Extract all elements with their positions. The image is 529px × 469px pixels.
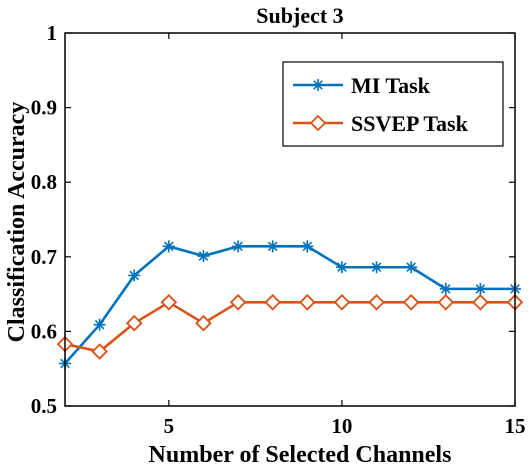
- x-tick-label: 15: [505, 414, 526, 438]
- data-point-ssvep-task: [229, 294, 247, 311]
- series-line-mi-task: [64, 245, 515, 365]
- data-point-ssvep-task: [195, 314, 212, 332]
- y-tick-label: 0.6: [31, 319, 57, 343]
- axis-ticks: 5 10 15 0.5 0.6 0.7 0.8 0.9 1: [31, 21, 526, 438]
- data-point-mi-task: [266, 240, 279, 253]
- data-point-mi-task: [232, 240, 245, 253]
- legend-box: [282, 61, 504, 147]
- y-tick-label: 0.5: [31, 394, 57, 418]
- y-axis-label: Classification Accuracy: [4, 102, 30, 343]
- data-point-mi-task: [197, 250, 210, 263]
- y-tick-label: 0.8: [31, 170, 57, 194]
- legend-marker-ssvep-task: [309, 114, 327, 132]
- data-point-mi-task: [370, 261, 383, 274]
- data-point-mi-task: [474, 282, 487, 295]
- data-point-ssvep-task: [472, 294, 489, 311]
- x-tick-label: 10: [331, 414, 352, 438]
- data-point-mi-task: [405, 261, 418, 274]
- x-axis-label: Number of Selected Channels: [149, 442, 452, 468]
- data-point-ssvep-task: [91, 343, 108, 360]
- legend-marker-mi-task: [312, 79, 324, 91]
- data-point-ssvep-task: [264, 294, 281, 311]
- y-tick-label: 0.7: [31, 245, 57, 269]
- data-point-mi-task: [439, 282, 452, 295]
- data-point-mi-task: [301, 240, 314, 253]
- data-point-ssvep-task: [402, 294, 420, 311]
- data-point-ssvep-task: [437, 294, 455, 311]
- legend: MI Task SSVEP Task: [282, 61, 504, 147]
- data-point-mi-task: [93, 318, 106, 331]
- chart-title: Subject 3: [256, 3, 343, 28]
- plot-frame: [64, 32, 516, 407]
- data-point-mi-task: [335, 261, 348, 274]
- data-point-ssvep-task: [368, 294, 385, 311]
- legend-label-mi-task: MI Task: [351, 73, 431, 98]
- data-point-ssvep-task: [299, 294, 316, 311]
- data-point-ssvep-task: [125, 314, 143, 332]
- plot-marks: [56, 240, 524, 370]
- legend-label-ssvep-task: SSVEP Task: [351, 111, 469, 136]
- data-point-ssvep-task: [160, 294, 178, 311]
- data-point-mi-task: [162, 240, 175, 253]
- data-point-mi-task: [128, 269, 141, 282]
- y-tick-label: 1: [47, 21, 58, 45]
- x-tick-label: 5: [164, 414, 175, 438]
- y-tick-label: 0.9: [31, 96, 57, 120]
- data-point-ssvep-task: [333, 294, 351, 311]
